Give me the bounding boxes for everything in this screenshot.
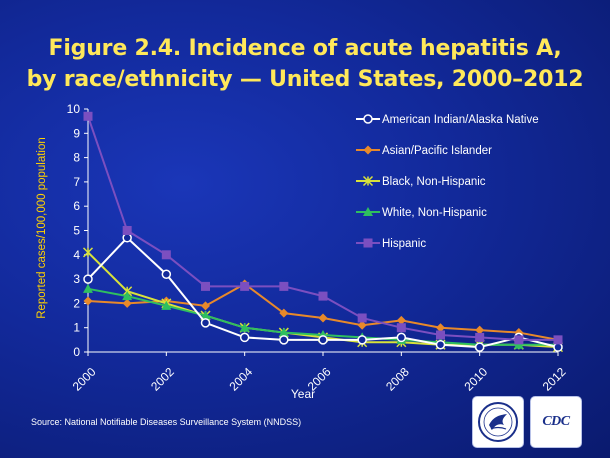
- hhs-logo: [472, 396, 524, 448]
- y-tick-label: 1: [73, 321, 80, 335]
- data-point: [200, 318, 211, 328]
- legend-label: Hispanic: [382, 238, 426, 250]
- data-point: [161, 300, 172, 310]
- legend-label: White, Non-Hispanic: [382, 207, 487, 219]
- legend-swatch-marker: [363, 207, 373, 216]
- x-tick-label: 2002: [148, 365, 177, 394]
- data-point: [279, 335, 289, 345]
- data-point: [240, 281, 250, 291]
- data-point: [553, 335, 563, 345]
- y-tick-label: 4: [73, 248, 80, 262]
- chart-title-line-2: by race/ethnicity — United States, 2000–…: [26, 67, 584, 92]
- data-point: [475, 332, 485, 342]
- y-tick-label: 2: [73, 296, 80, 310]
- logo-group: CDC: [472, 396, 582, 450]
- legend-item: White, Non-Hispanic: [356, 207, 487, 219]
- hhs-eagle-icon: [478, 402, 518, 442]
- legend-swatch-marker: [363, 238, 373, 248]
- legend-label: American Indian/Alaska Native: [382, 114, 539, 126]
- data-point: [122, 291, 133, 301]
- y-axis-label: Reported cases/100,000 population: [36, 137, 48, 319]
- data-point: [318, 335, 328, 345]
- data-point: [475, 325, 485, 335]
- legend-label: Black, Non-Hispanic: [382, 176, 486, 188]
- data-point: [201, 301, 210, 311]
- data-point: [83, 274, 93, 284]
- data-point: [396, 315, 406, 325]
- data-point: [279, 308, 289, 318]
- legend-item: Black, Non-Hispanic: [356, 175, 486, 188]
- y-tick-label: 9: [73, 126, 80, 140]
- legend-swatch-marker: [363, 114, 373, 124]
- x-axis-label: Year: [291, 387, 315, 401]
- chart-title-line-1: Figure 2.4. Incidence of acute hepatitis…: [48, 36, 562, 61]
- legend-item: Asian/Pacific Islander: [356, 145, 492, 157]
- data-point: [396, 332, 407, 343]
- data-point: [122, 226, 132, 235]
- data-point: [201, 281, 210, 291]
- data-point: [122, 298, 132, 308]
- data-point: [357, 320, 367, 330]
- data-point: [435, 339, 446, 350]
- legend-swatch-marker: [363, 145, 373, 155]
- data-point: [239, 332, 250, 343]
- cdc-logo-text: CDC: [542, 414, 570, 429]
- legend-label: Asian/Pacific Islander: [382, 145, 492, 157]
- data-point: [278, 327, 289, 337]
- y-tick-label: 10: [67, 102, 81, 116]
- data-point: [161, 269, 172, 279]
- data-point: [474, 342, 485, 352]
- y-tick-label: 5: [73, 224, 80, 238]
- data-point: [200, 310, 211, 320]
- legend-swatch-marker: [362, 175, 374, 187]
- chart-title: Figure 2.4. Incidence of acute hepatitis…: [0, 33, 610, 95]
- data-point: [436, 323, 445, 333]
- series-hispanic: [83, 111, 563, 345]
- y-tick-label: 6: [73, 199, 80, 213]
- data-point: [357, 313, 367, 323]
- y-tick-label: 8: [73, 151, 80, 165]
- chart-legend: American Indian/Alaska Native Asian/Pacif…: [356, 114, 539, 250]
- data-point: [279, 281, 289, 291]
- y-tick-label: 7: [73, 175, 80, 189]
- data-point: [396, 323, 406, 333]
- data-point: [318, 313, 328, 323]
- y-tick-label: 0: [73, 345, 80, 359]
- data-point: [161, 250, 171, 260]
- series-layer: [82, 111, 564, 353]
- data-point: [436, 330, 445, 340]
- legend-item: American Indian/Alaska Native: [356, 114, 539, 126]
- data-point: [83, 296, 93, 306]
- source-note: Source: National Notifiable Diseases Sur…: [31, 417, 302, 427]
- x-tick-label: 2008: [383, 365, 412, 394]
- data-point: [514, 335, 524, 345]
- legend-item: Hispanic: [356, 238, 426, 250]
- x-tick-label: 2010: [461, 365, 490, 394]
- data-point: [83, 283, 93, 293]
- x-tick-label: 2000: [70, 365, 99, 394]
- data-point: [82, 247, 94, 258]
- data-point: [318, 291, 328, 301]
- data-point: [239, 322, 250, 332]
- data-point: [83, 111, 93, 121]
- x-tick-label: 2012: [540, 365, 569, 394]
- x-tick-label: 2004: [226, 365, 255, 394]
- data-point: [357, 335, 367, 345]
- cdc-logo: CDC: [530, 396, 582, 448]
- y-tick-label: 3: [73, 272, 80, 286]
